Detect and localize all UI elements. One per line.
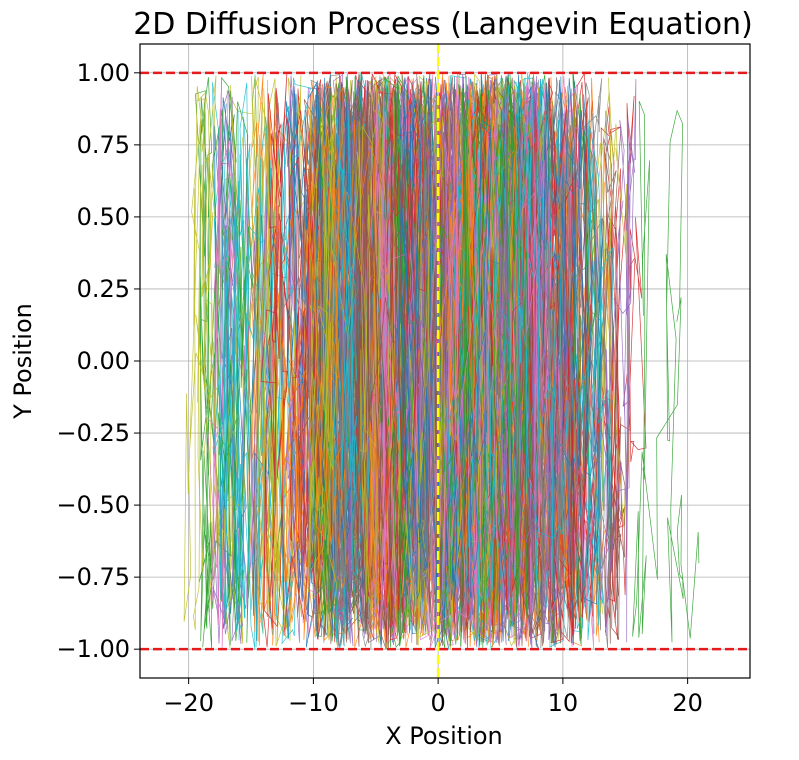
y-axis-label: Y Position <box>9 303 37 420</box>
trajectory-line <box>195 77 219 648</box>
trajectory-line <box>429 76 477 649</box>
trajectories <box>183 72 700 650</box>
x-tick-label: 20 <box>672 689 703 717</box>
trajectory-line <box>516 81 564 602</box>
y-axis-ticks: 1.00 0.75 0.50 0.25 0.00 −0.25 −0.50 −0.75 −1.00 <box>56 59 140 663</box>
trajectory-line <box>417 77 456 646</box>
trajectory-line <box>308 94 338 636</box>
trajectory-line <box>460 82 499 636</box>
trajectory-line <box>478 92 529 648</box>
x-tick-label: 0 <box>430 689 445 717</box>
trajectory-line <box>438 88 471 647</box>
trajectory-line <box>632 100 700 643</box>
trajectory-line <box>212 142 278 644</box>
trajectory-line <box>307 83 340 641</box>
trajectory-line <box>251 77 311 645</box>
trajectory-line <box>315 86 346 569</box>
trajectory-line <box>320 165 352 634</box>
y-tick-label: −0.25 <box>56 419 130 447</box>
x-tick-label: −20 <box>163 689 214 717</box>
y-tick-label: 0.00 <box>77 347 130 375</box>
x-axis-label: X Position <box>385 722 503 750</box>
x-tick-label: −10 <box>288 689 339 717</box>
trajectory-line <box>273 172 318 641</box>
trajectory-line <box>257 79 291 647</box>
y-tick-label: 0.50 <box>77 203 130 231</box>
trajectory-line <box>516 81 554 648</box>
y-tick-label: −0.75 <box>56 563 130 591</box>
trajectory-line <box>573 119 614 641</box>
trajectory-line <box>600 106 621 640</box>
trajectory-line <box>193 86 229 631</box>
trajectory-line <box>548 79 583 644</box>
y-tick-label: 0.25 <box>77 275 130 303</box>
trajectory-line <box>364 98 407 623</box>
trajectory-line <box>200 76 237 649</box>
trajectory-line <box>330 86 368 635</box>
trajectory-line <box>260 72 302 648</box>
trajectory-line <box>206 92 253 649</box>
trajectory-line <box>495 98 564 642</box>
trajectory-line <box>582 82 611 649</box>
trajectory-line <box>212 143 264 641</box>
reference-lines <box>140 44 750 678</box>
trajectory-line <box>526 233 565 649</box>
chart-title: 2D Diffusion Process (Langevin Equation) <box>133 7 753 42</box>
trajectory-line <box>441 90 492 623</box>
y-tick-label: 0.75 <box>77 131 130 159</box>
trajectory-line <box>401 80 444 645</box>
y-tick-label: 1.00 <box>77 59 130 87</box>
x-axis-ticks: −20 −10 0 10 20 <box>163 678 703 717</box>
trajectory-line <box>517 134 563 644</box>
trajectory-line <box>397 77 440 642</box>
y-tick-label: −1.00 <box>56 635 130 663</box>
y-tick-label: −0.50 <box>56 491 130 519</box>
x-tick-label: 10 <box>548 689 579 717</box>
trajectory-line <box>599 78 637 643</box>
